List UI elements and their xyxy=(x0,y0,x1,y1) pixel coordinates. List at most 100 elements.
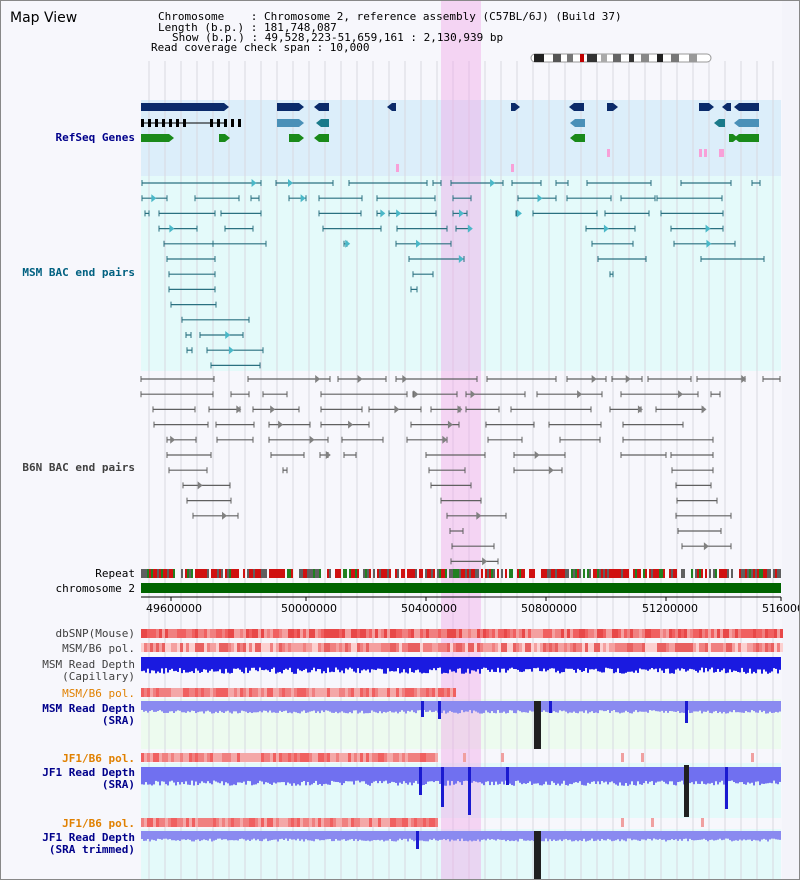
depth-bar xyxy=(269,701,271,711)
depth-bar xyxy=(595,767,597,784)
b6n-bac-track[interactable] xyxy=(140,375,781,566)
depth-bar xyxy=(149,701,151,711)
depth-bar xyxy=(289,701,291,713)
depth-bar xyxy=(749,657,751,669)
variation-cell xyxy=(777,643,780,652)
depth-bar xyxy=(221,701,223,713)
depth-bar xyxy=(243,701,245,712)
variation-cell xyxy=(345,818,348,827)
depth-bar xyxy=(475,767,477,782)
bac-end-arrow xyxy=(402,375,408,383)
depth-bar xyxy=(691,701,693,713)
depth-bar xyxy=(763,767,765,784)
depth-spike xyxy=(506,767,509,785)
depth-bar xyxy=(699,701,701,711)
depth-bar xyxy=(231,657,233,673)
repeat-element xyxy=(465,569,467,578)
depth-bar xyxy=(379,831,381,841)
variation-cell xyxy=(384,629,387,638)
gene-strand-arrow xyxy=(224,103,229,111)
jf1-b6-pol2-label: JF1/B6 pol. xyxy=(62,817,135,830)
repeat-element xyxy=(141,569,143,578)
depth-bar xyxy=(623,831,625,841)
depth-bar xyxy=(763,701,765,711)
depth-bar xyxy=(479,831,481,842)
bac-end-arrow xyxy=(300,194,306,203)
variation-cell xyxy=(225,818,228,827)
repeat-element xyxy=(251,569,253,578)
depth-bar xyxy=(705,831,707,840)
depth-bar xyxy=(189,831,191,840)
depth-bar xyxy=(737,831,739,841)
variation-cell xyxy=(252,629,255,638)
variation-cell xyxy=(648,643,651,652)
depth-bar xyxy=(487,767,489,782)
depth-bar xyxy=(423,657,425,673)
variation-cell xyxy=(306,643,309,652)
depth-bar xyxy=(693,701,695,712)
bac-end-arrow xyxy=(548,466,554,475)
msm-bac-label[interactable]: MSM BAC end pairs xyxy=(22,266,135,279)
variation-cell xyxy=(174,688,177,697)
depth-bar xyxy=(209,767,211,784)
depth-bar xyxy=(459,701,461,714)
depth-bar xyxy=(193,657,195,674)
depth-bar xyxy=(503,831,505,840)
variation-cell xyxy=(345,629,348,638)
repeat-element xyxy=(315,569,317,578)
depth-bar xyxy=(769,831,771,840)
depth-bar xyxy=(555,701,557,713)
variation-tracks[interactable] xyxy=(141,629,783,849)
bac-end-arrow xyxy=(516,209,522,218)
depth-bar xyxy=(619,767,621,783)
depth-bar xyxy=(367,701,369,714)
depth-bar xyxy=(659,831,661,839)
depth-bar xyxy=(353,701,355,711)
chromosome-bar[interactable] xyxy=(141,583,781,593)
depth-bar xyxy=(401,831,403,841)
msm-bac-track[interactable] xyxy=(141,179,765,369)
variation-cell xyxy=(189,643,192,652)
variation-cell xyxy=(708,629,711,638)
gene-exon xyxy=(238,119,241,127)
repeat-element xyxy=(601,569,603,578)
bac-end-arrow xyxy=(467,224,473,233)
repeat-element xyxy=(235,569,237,578)
bac-end-arrow xyxy=(345,239,351,248)
depth-bar xyxy=(299,767,301,786)
repeat-element xyxy=(471,569,473,578)
variation-cell xyxy=(252,753,255,762)
axis-tick-label: 51600000 xyxy=(762,602,799,615)
repeat-element xyxy=(269,569,271,578)
depth-bar xyxy=(455,657,457,673)
depth-bar xyxy=(511,831,513,841)
depth-bar xyxy=(607,701,609,711)
variation-cell xyxy=(279,688,282,697)
depth-bar xyxy=(195,657,197,669)
variation-cell xyxy=(240,643,243,652)
variation-cell xyxy=(291,629,294,638)
variation-cell xyxy=(246,629,249,638)
variation-cell xyxy=(468,629,471,638)
variation-cell xyxy=(225,688,228,697)
repeat-element xyxy=(543,569,545,578)
depth-bar xyxy=(661,701,663,711)
depth-bar xyxy=(603,701,605,712)
chromosome-ideogram[interactable] xyxy=(530,53,712,63)
repeat-track[interactable] xyxy=(141,569,781,578)
depth-bar xyxy=(581,831,583,842)
b6n-bac-label[interactable]: B6N BAC end pairs xyxy=(22,461,135,474)
depth-bar xyxy=(509,657,511,669)
depth-bar xyxy=(151,831,153,840)
refseq-gene-track[interactable] xyxy=(141,103,759,172)
variation-cell xyxy=(252,688,255,697)
refseq-pink-marker xyxy=(396,164,399,172)
depth-bar xyxy=(701,767,703,782)
refseq-label[interactable]: RefSeq Genes xyxy=(55,131,135,144)
depth-bar xyxy=(591,831,593,839)
depth-bar xyxy=(305,701,307,713)
variation-cell xyxy=(150,629,153,638)
variation-cell xyxy=(357,629,360,638)
